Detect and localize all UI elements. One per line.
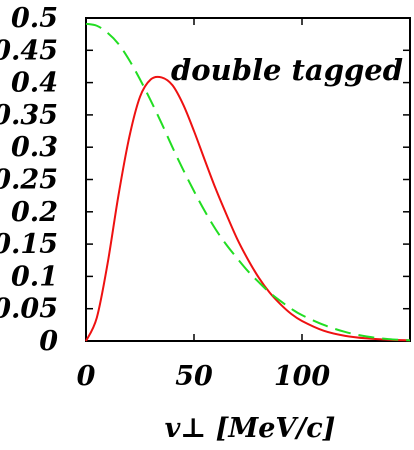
y-tick-label: 0.45 bbox=[0, 35, 58, 66]
y-tick-label: 0.3 bbox=[11, 132, 58, 163]
series-line-solid bbox=[85, 75, 411, 342]
x-tick-label: 0 bbox=[77, 361, 96, 392]
x-tick-label: 100 bbox=[274, 361, 331, 392]
y-tick-label: 0.1 bbox=[11, 261, 58, 292]
y-axis: 00.050.10.150.20.250.30.350.40.450.5 bbox=[0, 3, 410, 357]
y-tick-label: 0.35 bbox=[0, 100, 58, 131]
x-axis-title: v⊥ [MeV/c] bbox=[165, 413, 336, 444]
x-axis: 0 50 100 bbox=[77, 18, 331, 392]
x-tick-label: 50 bbox=[175, 361, 213, 392]
series-layer bbox=[85, 22, 411, 342]
y-tick-label: 0 bbox=[39, 326, 58, 357]
y-tick-label: 0.2 bbox=[11, 197, 58, 228]
chart-annotation: double tagged bbox=[171, 53, 403, 87]
y-tick-label: 0.4 bbox=[11, 68, 58, 99]
y-tick-label: 0.05 bbox=[0, 294, 58, 325]
y-tick-label: 0.25 bbox=[0, 165, 58, 196]
y-tick-label: 0.5 bbox=[11, 3, 58, 34]
y-tick-label: 0.15 bbox=[0, 229, 58, 260]
series-line-dashed bbox=[85, 22, 411, 342]
